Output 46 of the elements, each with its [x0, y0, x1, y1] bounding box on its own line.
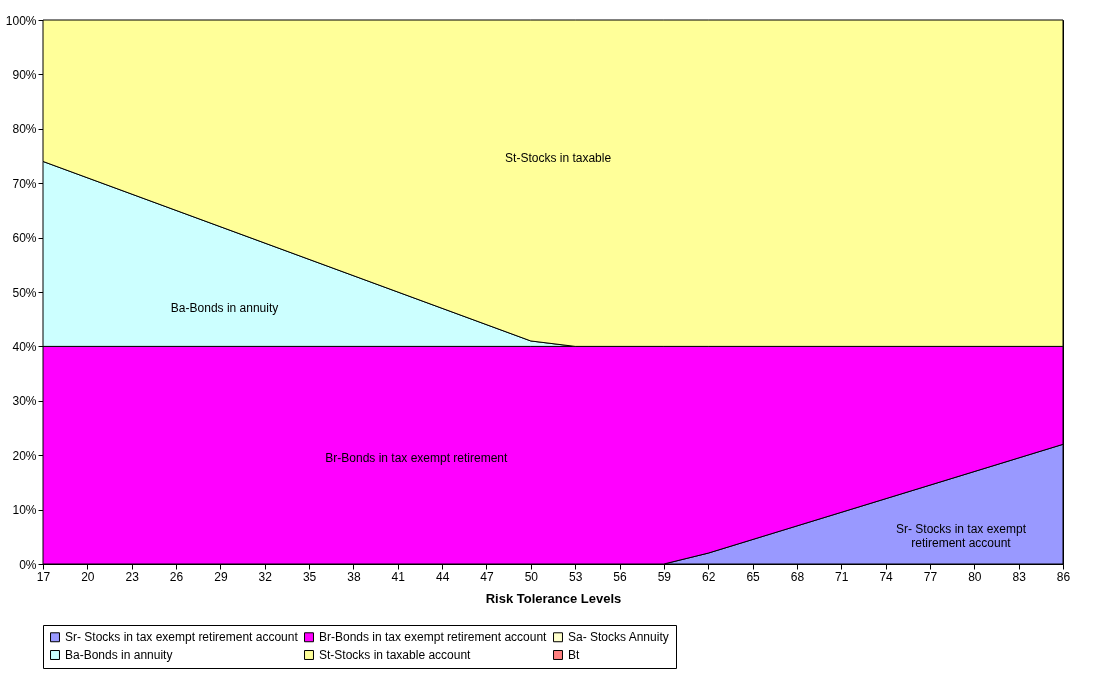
x-tick-label: 44	[435, 569, 450, 584]
annotation: Sr- Stocks in tax exempt retirement account	[895, 521, 1027, 550]
y-tick-label: 30%	[12, 394, 37, 409]
x-tick-label: 77	[923, 569, 938, 584]
x-tick-label: 62	[702, 569, 716, 584]
y-tick-label: 50%	[12, 285, 37, 300]
legend-label: St-Stocks in taxable account	[319, 648, 472, 662]
legend-label: Sr- Stocks in tax exempt retirement account	[65, 630, 299, 645]
x-tick-label: 71	[835, 569, 849, 584]
annotation: Br-Bonds in tax exempt retirement	[325, 450, 509, 465]
legend-label: Ba-Bonds in annuity	[65, 648, 173, 662]
x-tick-label: 35	[302, 569, 317, 584]
legend-label: Bt	[568, 648, 580, 662]
x-tick-label: 50	[524, 569, 539, 584]
x-tick-label: 20	[81, 569, 95, 584]
x-tick-label: 68	[790, 569, 805, 584]
y-tick-label: 90%	[12, 67, 37, 82]
y-tick-label: 10%	[12, 503, 37, 518]
x-tick-label: 74	[879, 569, 894, 584]
x-tick-label: 47	[480, 569, 494, 584]
y-tick-label: 70%	[12, 176, 37, 191]
annotation: St-Stocks in taxable	[505, 151, 612, 166]
x-tick-label: 56	[613, 569, 628, 584]
x-tick-label: 29	[214, 569, 228, 584]
x-tick-label: 23	[125, 569, 140, 584]
x-tick-label: 26	[169, 569, 184, 584]
x-tick-label: 59	[657, 569, 672, 584]
x-axis-title: Risk Tolerance Levels	[485, 590, 622, 606]
y-tick-label: 20%	[12, 448, 37, 463]
y-tick-label: 100%	[5, 13, 37, 28]
x-tick-label: 86	[1056, 569, 1071, 584]
x-tick-label: 32	[258, 569, 273, 584]
x-tick-label: 80	[968, 569, 982, 584]
x-tick-label: 53	[568, 569, 583, 584]
legend-label: Br-Bonds in tax exempt retirement account	[319, 630, 548, 645]
y-tick-label: 0%	[19, 557, 37, 572]
annotation: Ba-Bonds in annuity	[170, 301, 279, 316]
y-tick-label: 40%	[12, 339, 37, 354]
legend-label: Sa- Stocks Annuity	[568, 630, 669, 645]
x-tick-label: 65	[746, 569, 761, 584]
x-tick-label: 17	[36, 569, 51, 584]
y-tick-label: 60%	[12, 231, 37, 246]
x-tick-label: 38	[347, 569, 361, 584]
x-tick-label: 41	[391, 569, 406, 584]
y-tick-label: 80%	[12, 122, 37, 137]
x-tick-label: 83	[1012, 569, 1027, 584]
